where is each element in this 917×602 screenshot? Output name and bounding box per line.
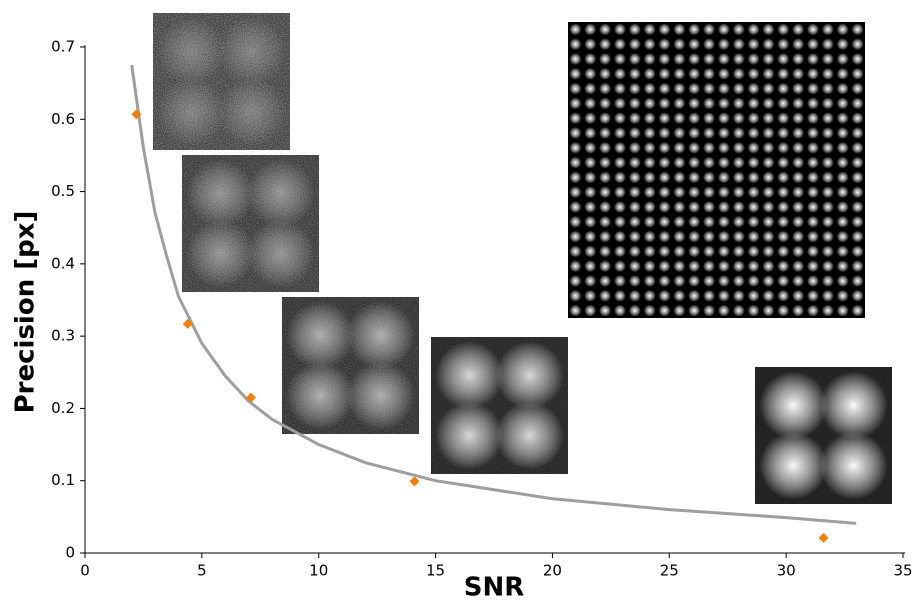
grid-image (568, 22, 865, 318)
inset-noise (755, 367, 892, 504)
inset-image (182, 155, 319, 292)
data-point (409, 476, 420, 487)
y-axis-title: Precision [px] (11, 211, 41, 414)
y-tick-label: 0.6 (51, 110, 75, 128)
x-tick-label: 15 (426, 562, 445, 580)
x-tick-label: 20 (543, 562, 562, 580)
x-tick-label: 30 (777, 562, 796, 580)
x-tick-label: 35 (893, 562, 912, 580)
data-point (131, 109, 142, 120)
inset-noise (153, 13, 290, 150)
y-tick-label: 0 (65, 544, 75, 562)
data-point (182, 318, 193, 329)
y-tick-label: 0.2 (51, 399, 75, 417)
inset-image (282, 297, 419, 434)
data-point (818, 532, 829, 543)
inset-noise (431, 337, 568, 474)
x-axis-title: SNR (464, 573, 525, 602)
x-tick-label: 10 (309, 562, 328, 580)
fit-curve (130, 64, 857, 525)
inset-image (153, 13, 290, 150)
y-tick-label: 0.3 (51, 327, 75, 345)
y-tick-label: 0.4 (51, 254, 75, 272)
inset-image (431, 337, 568, 474)
data-point (245, 392, 256, 403)
inset-noise (182, 155, 319, 292)
y-tick-label: 0.7 (51, 38, 75, 56)
inset-images (153, 13, 892, 504)
x-tick-label: 5 (197, 562, 207, 580)
inset-noise (282, 297, 419, 434)
inset-image (755, 367, 892, 504)
x-tick-label: 0 (80, 562, 90, 580)
x-tick-label: 25 (660, 562, 679, 580)
y-tick-label: 0.1 (51, 471, 75, 489)
y-tick-label: 0.5 (51, 182, 75, 200)
